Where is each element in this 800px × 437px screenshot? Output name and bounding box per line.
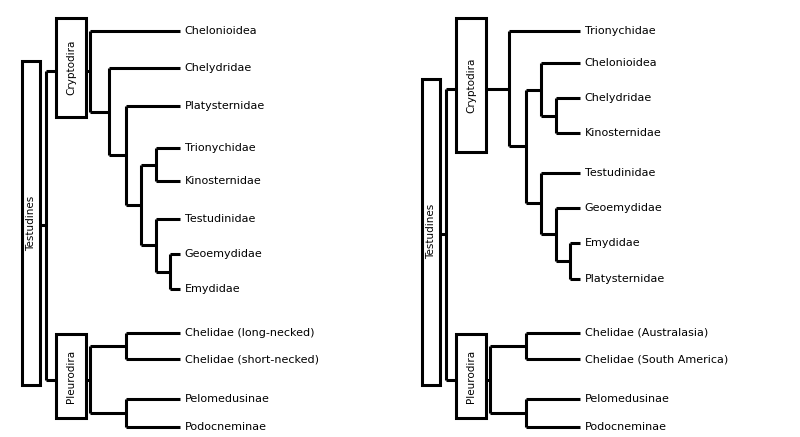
Text: Pleurodira: Pleurodira (466, 350, 476, 402)
Text: Chelidae (South America): Chelidae (South America) (585, 354, 728, 364)
Text: Emydidae: Emydidae (185, 284, 241, 294)
Text: Chelonioidea: Chelonioidea (585, 59, 658, 68)
Text: Chelidae (Australasia): Chelidae (Australasia) (585, 328, 708, 338)
Bar (56, 334, 86, 418)
Text: Cryptodira: Cryptodira (66, 40, 76, 95)
Text: Geoemydidae: Geoemydidae (585, 203, 662, 212)
Text: Platysternidae: Platysternidae (585, 274, 665, 284)
Bar (456, 334, 486, 418)
Text: Trionychidae: Trionychidae (585, 26, 655, 35)
Text: Pleurodira: Pleurodira (66, 350, 76, 402)
Text: Chelidae (short-necked): Chelidae (short-necked) (185, 354, 318, 364)
Text: Testudinidae: Testudinidae (585, 168, 655, 177)
Text: Chelonioidea: Chelonioidea (185, 26, 258, 35)
Text: Chelidae (long-necked): Chelidae (long-necked) (185, 328, 314, 338)
Text: Testudinidae: Testudinidae (185, 214, 255, 223)
Text: Testudines: Testudines (26, 195, 36, 251)
Text: Cryptodira: Cryptodira (466, 57, 476, 113)
Bar (422, 79, 440, 385)
Bar (22, 62, 40, 385)
Text: Platysternidae: Platysternidae (185, 101, 265, 111)
Text: Trionychidae: Trionychidae (185, 143, 255, 153)
Text: Chelydridae: Chelydridae (585, 94, 652, 103)
Text: Kinosternidae: Kinosternidae (585, 128, 662, 138)
Bar (456, 18, 486, 152)
Text: Testudines: Testudines (426, 204, 436, 260)
Text: Pelomedusinae: Pelomedusinae (585, 395, 670, 404)
Text: Emydidae: Emydidae (585, 238, 641, 247)
Text: Chelydridae: Chelydridae (185, 63, 252, 73)
Text: Pelomedusinae: Pelomedusinae (185, 395, 270, 404)
Text: Geoemydidae: Geoemydidae (185, 250, 262, 259)
Bar (56, 18, 86, 117)
Text: Podocneminae: Podocneminae (185, 422, 267, 431)
Text: Kinosternidae: Kinosternidae (185, 177, 262, 186)
Text: Podocneminae: Podocneminae (585, 422, 666, 431)
